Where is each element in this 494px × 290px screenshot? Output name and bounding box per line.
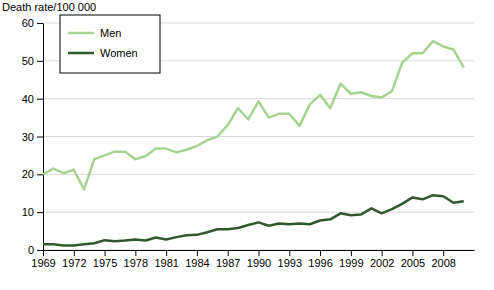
x-tick-label: 1981 xyxy=(154,257,178,269)
x-tick-mark xyxy=(443,250,444,256)
x-tick: 1978 xyxy=(124,250,148,269)
y-tick-mark xyxy=(37,174,43,175)
x-tick-label: 2005 xyxy=(401,257,425,269)
y-tick-mark xyxy=(37,23,43,24)
x-tick-mark xyxy=(166,250,167,256)
x-tick-mark xyxy=(320,250,321,256)
grid-line xyxy=(43,98,474,99)
y-tick-label: 20 xyxy=(22,168,34,180)
y-tick-label: 50 xyxy=(22,55,34,67)
x-tick-mark xyxy=(74,250,75,256)
y-tick-mark xyxy=(37,250,43,251)
y-tick-label: 60 xyxy=(22,17,34,29)
legend-swatch xyxy=(68,52,94,55)
x-tick-mark xyxy=(197,250,198,256)
y-tick: 30 xyxy=(22,131,43,143)
y-tick-label: 40 xyxy=(22,93,34,105)
x-tick-mark xyxy=(351,250,352,256)
x-tick: 1987 xyxy=(216,250,240,269)
x-tick-label: 1987 xyxy=(216,257,240,269)
y-tick-label: 30 xyxy=(22,131,34,143)
x-tick: 1990 xyxy=(247,250,271,269)
x-tick-mark xyxy=(382,250,383,256)
x-tick-label: 2002 xyxy=(370,257,394,269)
legend-label: Women xyxy=(100,47,138,59)
x-tick-label: 1999 xyxy=(339,257,363,269)
x-tick: 1981 xyxy=(154,250,178,269)
x-axis: 1969 1972 1975 1978 1981 1984 1987 1990 1993 1996… xyxy=(31,250,474,269)
y-tick-mark xyxy=(37,212,43,213)
x-tick-label: 1996 xyxy=(308,257,332,269)
y-tick: 40 xyxy=(22,93,43,105)
y-tick: 0 xyxy=(28,244,43,256)
y-tick-mark xyxy=(37,99,43,100)
x-tick-label: 2008 xyxy=(431,257,455,269)
legend-box xyxy=(60,15,160,73)
plot: 0 10 20 30 40 50 60 1969 1972 1975 1978 1981 1984 198… xyxy=(22,15,475,269)
x-tick-label: 1990 xyxy=(247,257,271,269)
x-tick-label: 1978 xyxy=(124,257,148,269)
x-tick: 1972 xyxy=(62,250,86,269)
x-tick-mark xyxy=(43,250,44,256)
y-tick: 50 xyxy=(22,55,43,67)
x-tick: 1999 xyxy=(339,250,363,269)
y-tick-mark xyxy=(37,61,43,62)
chart: 0 10 20 30 40 50 60 1969 1972 1975 1978 1981 1984 198… xyxy=(0,0,494,290)
x-tick: 2008 xyxy=(431,250,455,269)
x-tick: 2002 xyxy=(370,250,394,269)
x-tick: 1975 xyxy=(93,250,117,269)
y-tick: 20 xyxy=(22,168,43,180)
x-tick-mark xyxy=(135,250,136,256)
grid-line xyxy=(43,174,474,175)
x-tick: 1969 xyxy=(31,250,55,269)
x-tick: 1993 xyxy=(278,250,302,269)
legend-swatch xyxy=(68,32,94,35)
y-tick: 60 xyxy=(22,17,43,29)
grid xyxy=(43,23,474,250)
y-tick-label: 10 xyxy=(22,206,34,218)
y-tick-mark xyxy=(37,137,43,138)
x-tick-label: 1984 xyxy=(185,257,209,269)
x-tick-label: 1972 xyxy=(62,257,86,269)
y-axis-title: Death rate/100 000 xyxy=(2,1,96,13)
x-tick-mark xyxy=(105,250,106,256)
x-tick-label: 1975 xyxy=(93,257,117,269)
x-tick: 2005 xyxy=(401,250,425,269)
series-line xyxy=(43,195,464,245)
y-tick: 10 xyxy=(22,206,43,218)
x-tick-mark xyxy=(289,250,290,256)
x-tick: 1984 xyxy=(185,250,209,269)
x-tick-mark xyxy=(412,250,413,256)
x-tick-mark xyxy=(228,250,229,256)
legend: Men Women xyxy=(60,15,160,73)
grid-line xyxy=(43,136,474,137)
y-axis-line xyxy=(43,24,44,251)
y-axis: 0 10 20 30 40 50 60 xyxy=(22,17,44,256)
grid-line xyxy=(43,212,474,213)
x-tick: 1996 xyxy=(308,250,332,269)
x-tick-label: 1993 xyxy=(278,257,302,269)
x-tick-label: 1969 xyxy=(31,257,55,269)
x-tick-mark xyxy=(259,250,260,256)
legend-label: Men xyxy=(100,27,121,39)
y-tick-label: 0 xyxy=(28,244,34,256)
